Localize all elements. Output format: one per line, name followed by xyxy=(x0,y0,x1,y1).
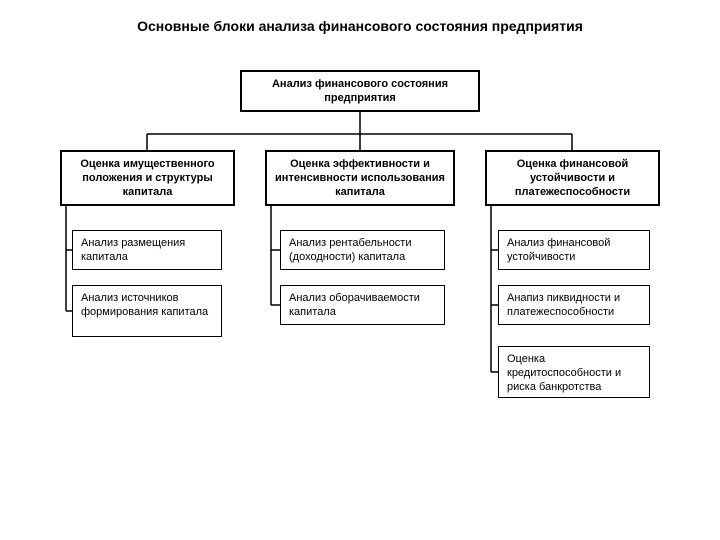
connector-lines xyxy=(40,60,680,500)
node-branch-1: Оценка имущественного положения и структ… xyxy=(60,150,235,206)
node-leaf-2-2: Анализ оборачиваемости капитала xyxy=(280,285,445,325)
node-branch-3: Оценка финансовой устойчивости и платеже… xyxy=(485,150,660,206)
node-leaf-2-1: Анализ рентабельности (доходности) капит… xyxy=(280,230,445,270)
diagram-canvas: Анализ финансового состояния предприятия… xyxy=(40,60,680,500)
node-branch-2: Оценка эффективности и интенсивности исп… xyxy=(265,150,455,206)
node-leaf-1-1: Анализ размещения капитала xyxy=(72,230,222,270)
node-leaf-1-2: Анализ источников формирования капитала xyxy=(72,285,222,337)
node-root: Анализ финансового состояния предприятия xyxy=(240,70,480,112)
node-leaf-3-1: Анализ финансовой устойчивости xyxy=(498,230,650,270)
node-leaf-3-3: Оценка кредитоспособности и риска банкро… xyxy=(498,346,650,398)
node-leaf-3-2: Анапиз пиквидности и платежеспособности xyxy=(498,285,650,325)
page-title: Основные блоки анализа финансового состо… xyxy=(0,0,720,34)
